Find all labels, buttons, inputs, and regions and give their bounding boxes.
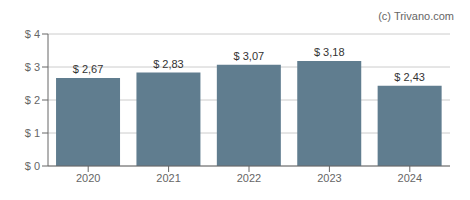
- svg-text:2024: 2024: [398, 172, 422, 184]
- svg-text:$ 2: $ 2: [25, 94, 40, 106]
- svg-text:2022: 2022: [237, 172, 261, 184]
- svg-text:$ 3,07: $ 3,07: [234, 50, 265, 62]
- html-text:(c) Trivano.com: (c) Trivano.com: [378, 10, 454, 22]
- svg-text:$ 3,18: $ 3,18: [314, 46, 345, 58]
- svg-text:$ 2,67: $ 2,67: [73, 63, 104, 75]
- svg-text:$ 4: $ 4: [25, 28, 40, 40]
- svg-text:$ 2,83: $ 2,83: [153, 58, 184, 70]
- svg-text:2021: 2021: [156, 172, 180, 184]
- svg-text:$ 3: $ 3: [25, 61, 40, 73]
- svg-text:2023: 2023: [317, 172, 341, 184]
- svg-text:$ 1: $ 1: [25, 127, 40, 139]
- svg-text:$ 2,43: $ 2,43: [394, 71, 425, 83]
- svg-text:$ 0: $ 0: [25, 160, 40, 172]
- svg-text:2020: 2020: [76, 172, 100, 184]
